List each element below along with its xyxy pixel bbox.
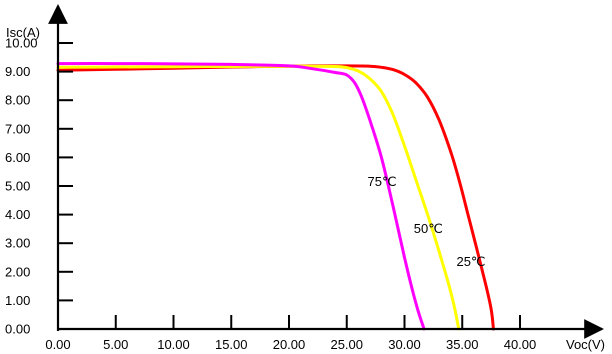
x-axis-ticks: 0.00 5.00 10.00 15.00 20.00 25.00 30.00 35.00 40… xyxy=(45,315,536,352)
x-tick-label: 20.00 xyxy=(273,337,306,352)
y-tick-label: 7.00 xyxy=(5,121,30,136)
y-tick-label: 9.00 xyxy=(5,64,30,79)
x-tick-label: 10.00 xyxy=(157,337,190,352)
series-25c-curve xyxy=(56,64,495,331)
series-50c-curve xyxy=(56,64,461,331)
series-layer xyxy=(56,62,495,331)
curve-label: 25℃ xyxy=(456,254,485,269)
y-tick-label: 1.00 xyxy=(5,293,30,308)
x-tick-label: 5.00 xyxy=(103,337,128,352)
y-tick-label: 6.00 xyxy=(5,150,30,165)
y-tick-label: 2.00 xyxy=(5,264,30,279)
x-tick-label: 40.00 xyxy=(504,337,537,352)
series-75c-curve xyxy=(56,62,426,331)
y-tick-label: 10.00 xyxy=(5,36,38,51)
x-tick-label: 35.00 xyxy=(446,337,479,352)
x-tick-label: 25.00 xyxy=(330,337,363,352)
y-axis-ticks: 0.00 1.00 2.00 3.00 4.00 5.00 6.00 7.00 8.00 9.00… xyxy=(5,36,73,337)
y-tick-label: 4.00 xyxy=(5,207,30,222)
x-tick-label: 30.00 xyxy=(388,337,421,352)
curve-labels: 75℃ 50℃ 25℃ xyxy=(368,174,486,269)
x-tick-label: 15.00 xyxy=(215,337,248,352)
curve-label: 50℃ xyxy=(414,221,443,236)
x-axis-label: Voc(V) xyxy=(566,337,605,352)
y-axis-label: Isc(A) xyxy=(6,25,40,40)
y-tick-label: 5.00 xyxy=(5,179,30,194)
y-tick-label: 0.00 xyxy=(5,322,30,337)
curve-label: 75℃ xyxy=(368,174,397,189)
x-tick-label: 0.00 xyxy=(45,337,70,352)
y-tick-label: 8.00 xyxy=(5,93,30,108)
y-tick-label: 3.00 xyxy=(5,236,30,251)
